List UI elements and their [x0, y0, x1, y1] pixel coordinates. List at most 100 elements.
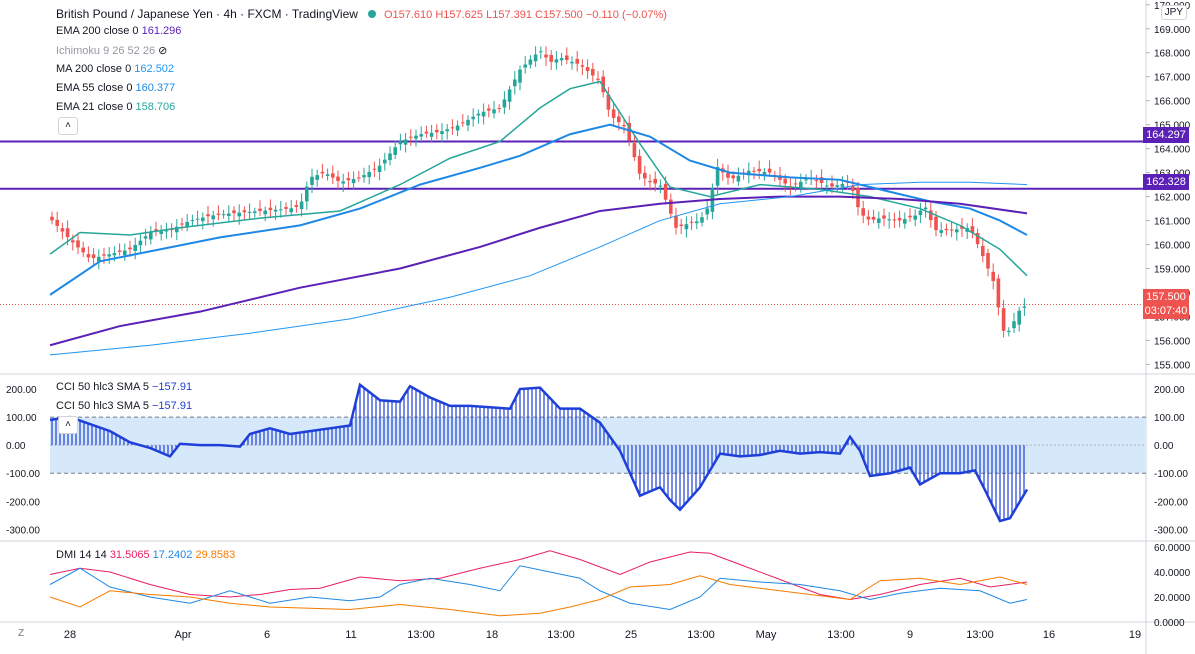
candle-body — [747, 170, 751, 176]
candle-body — [970, 226, 975, 233]
candle-body — [128, 247, 132, 250]
time-axis-label: 9 — [907, 629, 913, 641]
candle-body — [315, 175, 319, 180]
candle-body — [684, 224, 689, 230]
dmi-legend[interactable]: DMI 14 14 31.5065 17.2402 29.8583 — [56, 549, 236, 561]
candle-body — [840, 184, 845, 187]
candle-body — [164, 230, 169, 232]
candle-body — [539, 51, 543, 53]
symbol-title[interactable]: British Pound / Japanese Yen · 4h · FXCM… — [56, 7, 358, 21]
candle-body — [799, 181, 803, 188]
candle-body — [830, 183, 834, 187]
candle-body — [351, 178, 356, 184]
dmi-adx-line — [49, 550, 1028, 601]
candle-body — [91, 254, 96, 259]
candle-body — [133, 244, 137, 251]
candle-body — [533, 54, 538, 62]
candle-body — [180, 223, 184, 225]
ma-line-ema-200 — [49, 195, 1028, 347]
cci-legend-1[interactable]: CCI 50 hlc3 SMA 5 −157.91 — [56, 381, 193, 393]
candle-body — [1022, 306, 1027, 308]
candle-body — [591, 68, 595, 76]
candle-body — [476, 113, 481, 116]
candle-body — [835, 185, 839, 187]
candle-body — [767, 168, 772, 173]
ma-line-ma-200 — [49, 181, 1028, 356]
candle-body — [705, 208, 709, 215]
market-status-icon — [367, 10, 376, 18]
candle-body — [227, 213, 231, 217]
collapse-legend-button[interactable]: ˄ — [58, 117, 78, 135]
cci-axis-label: 200.00 — [1154, 385, 1185, 396]
candle-body — [440, 131, 444, 135]
candle-body — [143, 236, 148, 239]
candle-body — [159, 231, 163, 235]
candle-body — [419, 134, 423, 137]
candle-body — [632, 143, 637, 158]
candle-body — [793, 183, 798, 185]
collapse-cci-legend-button[interactable]: ˄ — [58, 416, 78, 434]
level-low-tag: 162.328 — [1143, 174, 1189, 190]
price-axis-label: 159.000 — [1154, 265, 1191, 276]
candle-body — [107, 254, 111, 257]
candle-body — [403, 139, 408, 145]
dmi-axis-label: 20.0000 — [1154, 593, 1191, 604]
time-axis-label: 19 — [1129, 629, 1141, 641]
cci-left-axis-label: 100.00 — [6, 413, 37, 424]
candle-body — [658, 185, 663, 187]
candle-body — [762, 171, 767, 175]
dmi-axis-label: 40.0000 — [1154, 568, 1191, 579]
time-axis-label: 13:00 — [687, 629, 715, 641]
last-price-tag: 157.500 — [1143, 289, 1189, 305]
indicator-ema55[interactable]: EMA 55 close 0 160.377 — [56, 82, 176, 94]
indicator-ema21[interactable]: EMA 21 close 0 158.706 — [56, 101, 176, 113]
price-axis-label: 167.000 — [1154, 73, 1191, 84]
candle-body — [279, 209, 283, 211]
candle-body — [513, 79, 517, 87]
candle-body — [336, 176, 340, 181]
candle-body — [341, 181, 345, 184]
candle-body — [221, 214, 226, 216]
candle-body — [372, 168, 377, 170]
candle-body — [819, 177, 824, 183]
candle-body — [414, 135, 418, 139]
indicator-ma200[interactable]: MA 200 close 0 162.502 — [56, 63, 175, 75]
zoom-button[interactable]: Z — [18, 628, 25, 639]
candle-body — [679, 224, 683, 226]
candle-body — [455, 125, 460, 131]
candle-body — [611, 109, 616, 118]
indicator-ema200[interactable]: EMA 200 close 0 161.296 — [56, 25, 182, 37]
candle-body — [502, 99, 507, 108]
ohlc-readout: O157.610 H157.625 L157.391 C157.500 −0.1… — [383, 9, 667, 21]
candle-body — [871, 216, 876, 220]
candle-body — [237, 212, 241, 217]
candle-body — [388, 153, 392, 161]
candle-body — [149, 232, 153, 240]
candle-body — [497, 107, 501, 109]
candle-body — [471, 116, 475, 120]
candle-body — [367, 171, 371, 178]
candle-body — [102, 254, 106, 256]
candle-body — [50, 216, 54, 221]
cci-axis-label: 100.00 — [1154, 413, 1185, 424]
cci-left-axis-label: 200.00 — [6, 385, 37, 396]
candle-body — [736, 175, 741, 182]
candle-body — [549, 55, 553, 62]
candle-body — [195, 218, 200, 220]
candle-body — [466, 119, 470, 126]
time-axis-label: 16 — [1043, 629, 1055, 641]
candle-body — [752, 170, 756, 172]
candle-body — [825, 185, 829, 187]
currency-button[interactable]: JPY — [1160, 5, 1187, 20]
candle-body — [299, 201, 304, 210]
candle-body — [409, 136, 413, 138]
indicator-ichimoku[interactable]: Ichimoku 9 26 52 26 ⊘ — [56, 45, 168, 57]
candle-body — [851, 186, 855, 191]
hidden-eye-icon[interactable]: ⊘ — [158, 45, 168, 57]
cci-line — [49, 382, 1029, 523]
cci-legend-2[interactable]: CCI 50 hlc3 SMA 5 −157.91 — [56, 400, 193, 412]
candle-body — [232, 210, 236, 214]
candle-body — [981, 245, 985, 257]
candle-body — [606, 94, 611, 110]
